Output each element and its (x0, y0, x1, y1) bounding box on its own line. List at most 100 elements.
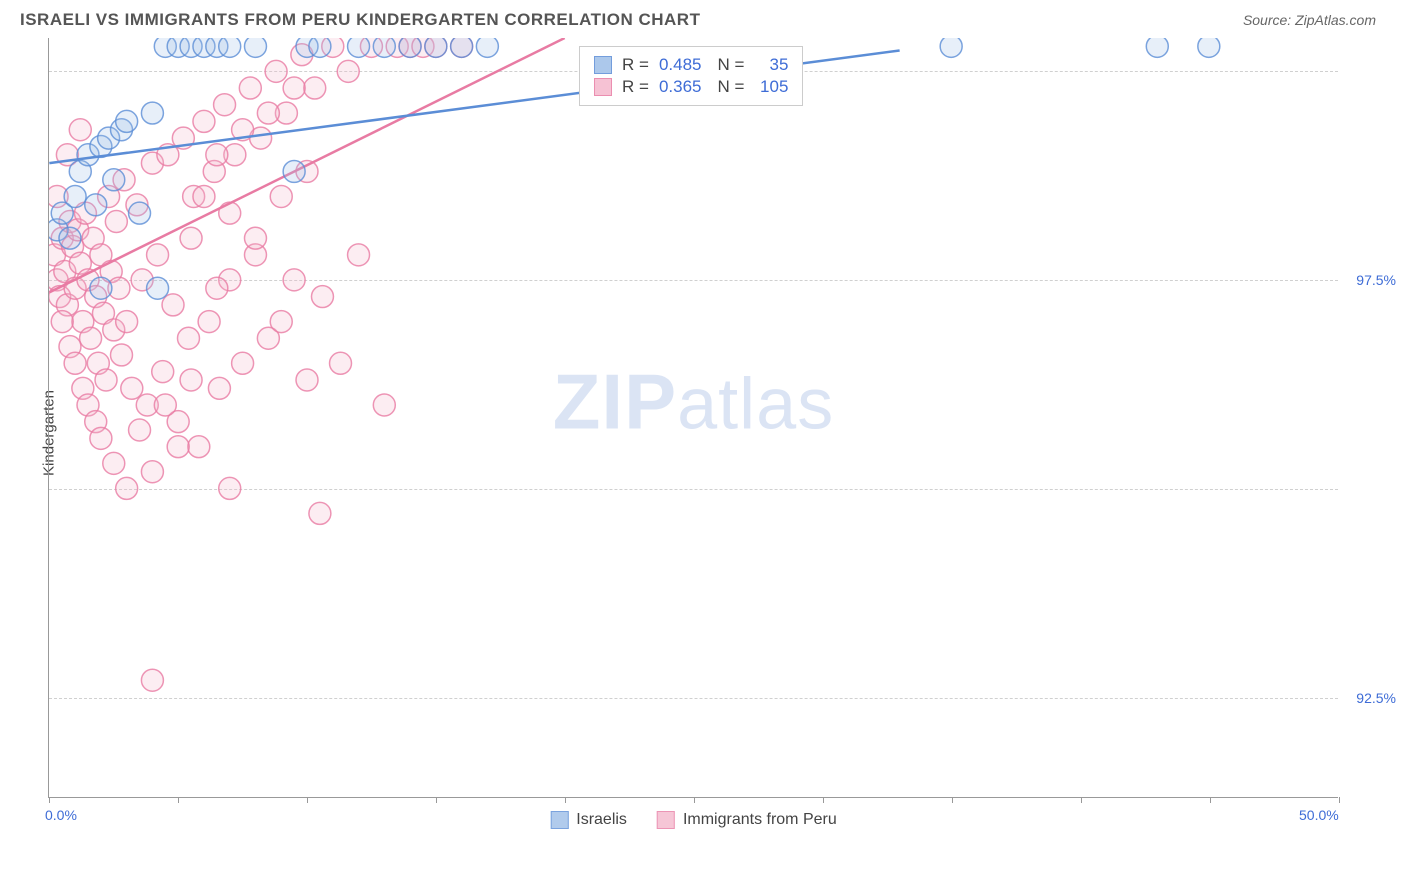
israelis-point (940, 38, 962, 57)
plot-area: ZIPatlas R = 0.485 N = 35 R = 0.365 N = … (48, 38, 1338, 798)
israelis-point (219, 38, 241, 57)
peru-point (95, 369, 117, 391)
x-tick (49, 797, 50, 803)
peru-point (193, 185, 215, 207)
peru-point (265, 60, 287, 82)
peru-point (373, 394, 395, 416)
peru-point (162, 294, 184, 316)
legend-swatch (657, 811, 675, 829)
legend: Israelis Immigrants from Peru (550, 811, 837, 829)
peru-point (283, 77, 305, 99)
peru-point (311, 286, 333, 308)
israelis-point (116, 110, 138, 132)
x-tick (307, 797, 308, 803)
legend-label: Immigrants from Peru (683, 811, 837, 829)
chart-container: Kindergarten ZIPatlas R = 0.485 N = 35 R… (48, 38, 1396, 828)
peru-point (206, 277, 228, 299)
peru-point (219, 202, 241, 224)
israelis-point (399, 38, 421, 57)
peru-point (129, 419, 151, 441)
peru-point (348, 244, 370, 266)
peru-point (69, 119, 91, 141)
stat-n-label: N = (717, 55, 744, 75)
stat-n-value: 35 (754, 55, 788, 75)
israelis-point (90, 277, 112, 299)
peru-point (64, 352, 86, 374)
israelis-point (141, 102, 163, 124)
israelis-point (451, 38, 473, 57)
peru-point (296, 369, 318, 391)
x-tick (1210, 797, 1211, 803)
peru-point (188, 436, 210, 458)
peru-point (193, 110, 215, 132)
legend-label: Israelis (576, 811, 627, 829)
peru-point (239, 77, 261, 99)
peru-point (121, 377, 143, 399)
peru-point (283, 269, 305, 291)
y-tick-label: 97.5% (1356, 272, 1396, 288)
x-tick (694, 797, 695, 803)
israelis-point (309, 38, 331, 57)
correlation-stat-box: R = 0.485 N = 35 R = 0.365 N = 105 (579, 46, 803, 106)
x-tick (823, 797, 824, 803)
peru-point (147, 244, 169, 266)
peru-point (167, 436, 189, 458)
israelis-point (244, 38, 266, 57)
peru-point (90, 427, 112, 449)
peru-trend-line (49, 38, 564, 292)
stat-swatch (594, 78, 612, 96)
peru-point (309, 502, 331, 524)
israelis-point (373, 38, 395, 57)
x-tick-label: 0.0% (45, 807, 77, 823)
peru-point (180, 369, 202, 391)
x-tick-label: 50.0% (1299, 807, 1339, 823)
plot-svg (49, 38, 1338, 797)
stat-swatch (594, 56, 612, 74)
peru-point (80, 327, 102, 349)
legend-item: Israelis (550, 811, 627, 829)
peru-point (270, 185, 292, 207)
chart-source: Source: ZipAtlas.com (1243, 12, 1376, 28)
peru-point (103, 452, 125, 474)
israelis-point (103, 169, 125, 191)
peru-point (141, 669, 163, 691)
x-tick (1339, 797, 1340, 803)
peru-point (244, 227, 266, 249)
stat-n-value: 105 (754, 77, 788, 97)
israelis-point (147, 277, 169, 299)
legend-swatch (550, 811, 568, 829)
israelis-point (348, 38, 370, 57)
peru-point (206, 144, 228, 166)
peru-point (105, 211, 127, 233)
israelis-point (59, 227, 81, 249)
peru-point (232, 352, 254, 374)
peru-point (330, 352, 352, 374)
stat-r-label: R = (622, 55, 649, 75)
peru-point (111, 344, 133, 366)
peru-point (270, 311, 292, 333)
peru-point (219, 477, 241, 499)
x-tick (565, 797, 566, 803)
chart-title: ISRAELI VS IMMIGRANTS FROM PERU KINDERGA… (20, 10, 700, 30)
stat-r-value: 0.485 (659, 55, 702, 75)
peru-point (116, 311, 138, 333)
peru-point (337, 60, 359, 82)
x-tick (178, 797, 179, 803)
peru-point (152, 361, 174, 383)
stat-n-label: N = (717, 77, 744, 97)
peru-point (257, 102, 279, 124)
chart-header: ISRAELI VS IMMIGRANTS FROM PERU KINDERGA… (0, 0, 1406, 38)
stat-row: R = 0.485 N = 35 (594, 55, 788, 75)
stat-r-label: R = (622, 77, 649, 97)
x-tick (436, 797, 437, 803)
israelis-point (476, 38, 498, 57)
peru-point (51, 311, 73, 333)
stat-r-value: 0.365 (659, 77, 702, 97)
peru-point (214, 94, 236, 116)
peru-point (208, 377, 230, 399)
peru-point (154, 394, 176, 416)
x-tick (1081, 797, 1082, 803)
stat-row: R = 0.365 N = 105 (594, 77, 788, 97)
x-tick (952, 797, 953, 803)
peru-point (141, 461, 163, 483)
